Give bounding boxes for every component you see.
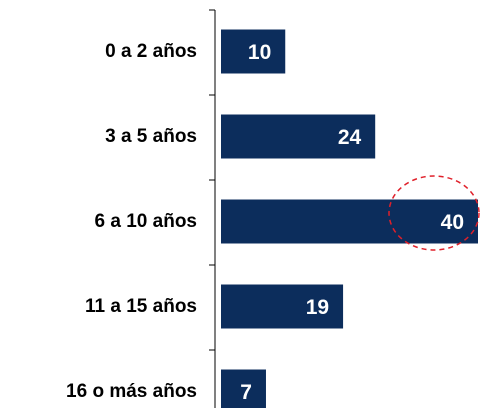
highlight-ellipse: [388, 175, 480, 251]
value-label: 24: [338, 126, 362, 149]
category-label: 3 a 5 años: [105, 126, 197, 147]
bar: [221, 199, 478, 244]
category-label: 11 a 15 años: [85, 296, 197, 317]
category-label: 6 a 10 años: [95, 211, 197, 232]
bar: [221, 369, 266, 408]
bar: [221, 114, 376, 159]
bar: [221, 284, 344, 329]
category-label: 16 o más años: [66, 381, 197, 402]
value-label: 19: [306, 296, 329, 319]
value-label: 10: [248, 41, 271, 64]
value-label: 40: [441, 211, 464, 234]
category-label: 0 a 2 años: [105, 41, 197, 62]
value-label: 7: [240, 381, 252, 404]
bar: [221, 29, 286, 74]
